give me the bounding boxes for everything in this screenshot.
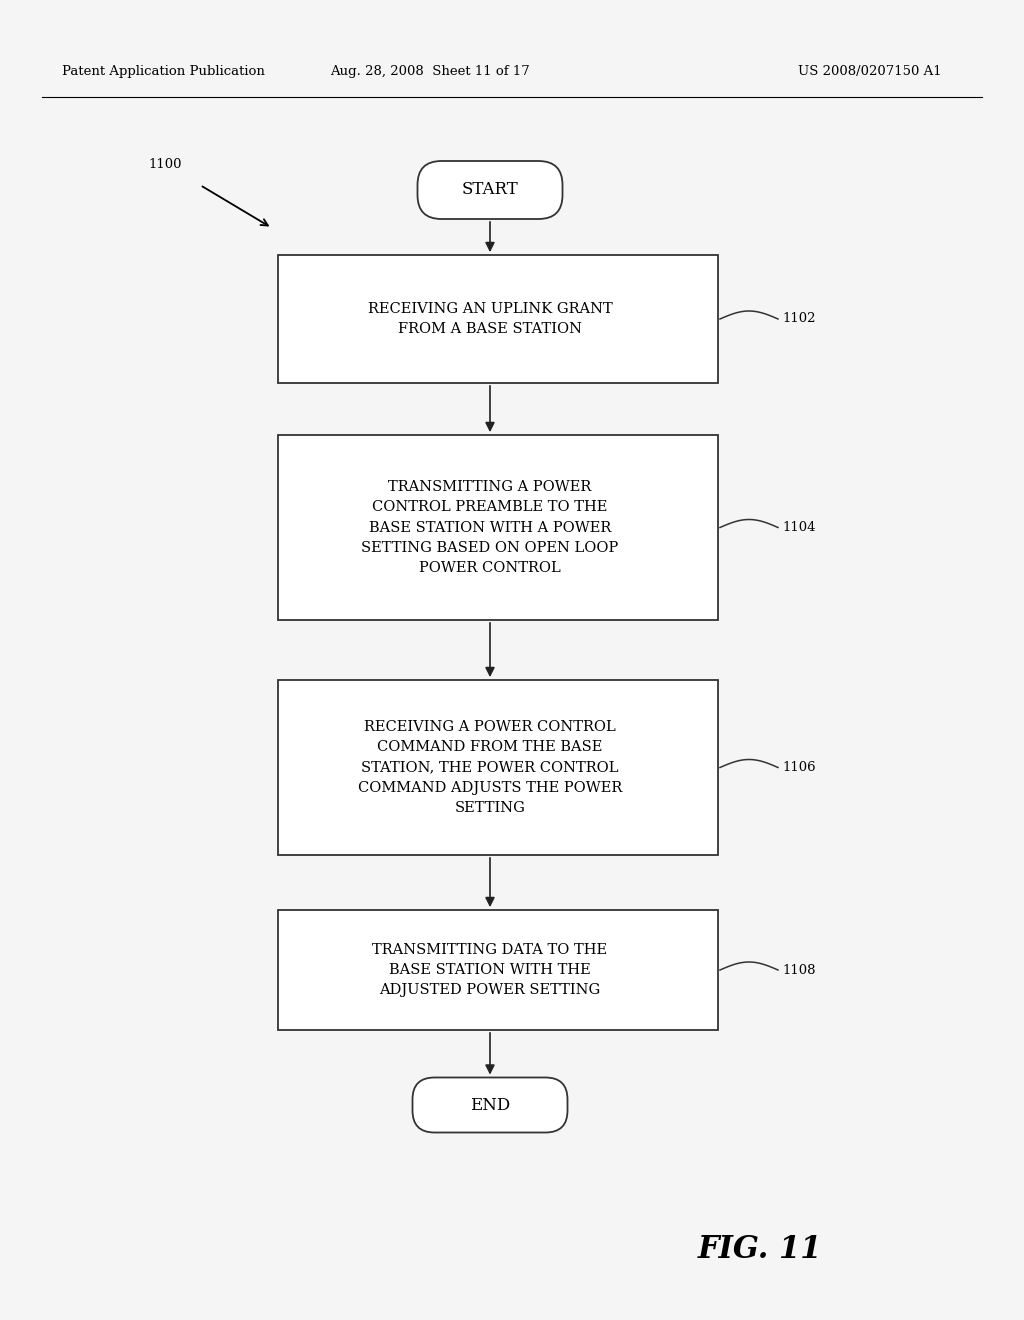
FancyBboxPatch shape xyxy=(278,909,718,1030)
Text: END: END xyxy=(470,1097,510,1114)
Text: Patent Application Publication: Patent Application Publication xyxy=(62,66,265,78)
FancyBboxPatch shape xyxy=(418,161,562,219)
Text: US 2008/0207150 A1: US 2008/0207150 A1 xyxy=(798,66,942,78)
FancyBboxPatch shape xyxy=(413,1077,567,1133)
Text: TRANSMITTING DATA TO THE
BASE STATION WITH THE
ADJUSTED POWER SETTING: TRANSMITTING DATA TO THE BASE STATION WI… xyxy=(373,942,607,997)
FancyBboxPatch shape xyxy=(278,680,718,855)
Text: RECEIVING A POWER CONTROL
COMMAND FROM THE BASE
STATION, THE POWER CONTROL
COMMA: RECEIVING A POWER CONTROL COMMAND FROM T… xyxy=(357,721,623,814)
Text: FIG. 11: FIG. 11 xyxy=(697,1234,822,1266)
Text: Aug. 28, 2008  Sheet 11 of 17: Aug. 28, 2008 Sheet 11 of 17 xyxy=(330,66,529,78)
FancyBboxPatch shape xyxy=(278,436,718,620)
Text: 1102: 1102 xyxy=(782,313,815,326)
Text: RECEIVING AN UPLINK GRANT
FROM A BASE STATION: RECEIVING AN UPLINK GRANT FROM A BASE ST… xyxy=(368,302,612,337)
Text: 1108: 1108 xyxy=(782,964,815,977)
Text: TRANSMITTING A POWER
CONTROL PREAMBLE TO THE
BASE STATION WITH A POWER
SETTING B: TRANSMITTING A POWER CONTROL PREAMBLE TO… xyxy=(361,480,618,574)
Text: 1104: 1104 xyxy=(782,521,815,535)
Text: START: START xyxy=(462,181,518,198)
Text: 1100: 1100 xyxy=(148,158,181,172)
FancyBboxPatch shape xyxy=(278,255,718,383)
Text: 1106: 1106 xyxy=(782,762,816,774)
